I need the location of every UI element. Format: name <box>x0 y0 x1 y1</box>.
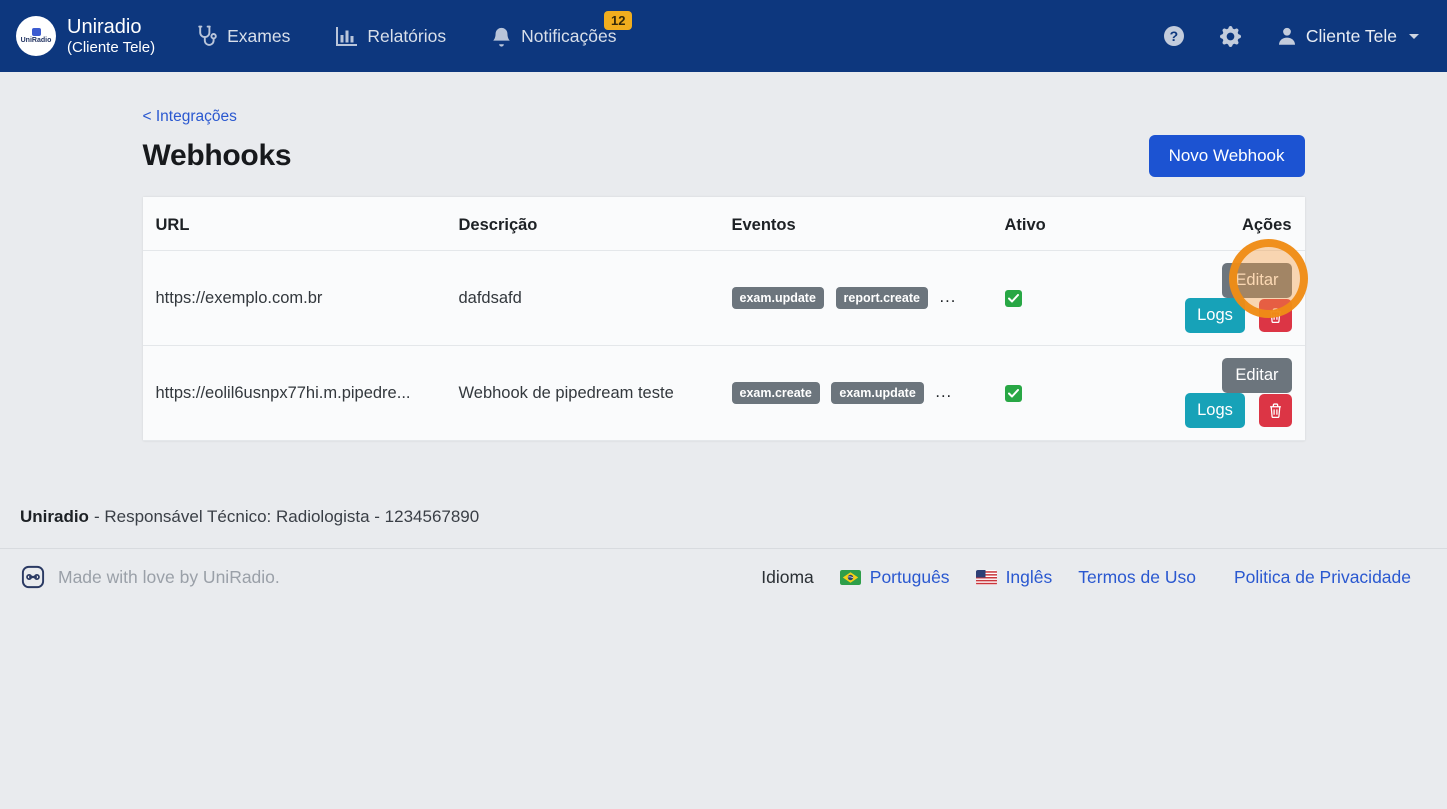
chevron-down-icon <box>1409 33 1419 39</box>
language-links: Idioma Português Inglês Termos <box>761 567 1411 588</box>
trash-icon <box>1269 403 1281 418</box>
nav-item-label: Relatórios <box>367 25 447 46</box>
cell-url: https://eolil6usnpx77hi.m.pipedre... <box>142 345 446 441</box>
help-icon[interactable]: ? <box>1163 26 1184 46</box>
table-row: https://exemplo.com.br dafdsafd exam.upd… <box>142 250 1305 346</box>
nav-item-exames[interactable]: Exames <box>197 25 290 47</box>
user-menu[interactable]: Cliente Tele <box>1277 26 1419 47</box>
webhooks-table: URL Descrição Eventos Ativo Ações https:… <box>142 197 1305 441</box>
delete-button[interactable] <box>1258 299 1292 332</box>
active-checkbox[interactable] <box>1004 289 1022 307</box>
nav-item-notificacoes[interactable]: Notificações 12 <box>492 10 633 47</box>
cell-events: exam.update report.create ... <box>718 250 992 346</box>
language-link-label: Português <box>869 566 950 587</box>
page-title: Webhooks <box>142 139 292 172</box>
delete-button[interactable] <box>1258 394 1292 427</box>
brazil-flag-icon <box>839 569 861 585</box>
event-badge: report.create <box>835 287 928 309</box>
brand-subtitle: (Cliente Tele) <box>67 39 156 56</box>
edit-button[interactable]: Editar <box>1222 358 1292 393</box>
edit-button[interactable]: Editar <box>1222 263 1292 298</box>
notifications-count-badge[interactable]: 12 <box>603 10 633 30</box>
company-info-line: Uniradio - Responsável Técnico: Radiologi… <box>0 507 1447 527</box>
brand[interactable]: UniRadio Uniradio (Cliente Tele) <box>16 15 155 57</box>
cell-active <box>991 250 1132 346</box>
event-badge: exam.create <box>731 382 820 404</box>
logs-button[interactable]: Logs <box>1185 393 1245 428</box>
events-ellipsis: ... <box>939 288 957 306</box>
language-label: Idioma <box>761 566 814 587</box>
logo-mark-icon <box>31 28 41 36</box>
uniradio-logo: UniRadio <box>16 16 56 56</box>
cell-active <box>991 345 1132 441</box>
company-details: - Responsável Técnico: Radiologista - 12… <box>93 507 480 526</box>
novo-webhook-button[interactable]: Novo Webhook <box>1148 135 1305 177</box>
webhooks-table-card: URL Descrição Eventos Ativo Ações https:… <box>142 197 1305 441</box>
event-badge: exam.update <box>831 382 924 404</box>
table-row: https://eolil6usnpx77hi.m.pipedre... Web… <box>142 345 1305 441</box>
trash-icon <box>1269 308 1281 323</box>
header-acoes: Ações <box>1131 197 1305 251</box>
cell-actions: Editar Logs <box>1131 345 1305 441</box>
language-ingles[interactable]: Inglês <box>975 566 1053 588</box>
logs-button[interactable]: Logs <box>1185 298 1245 333</box>
uniradio-badge-icon <box>20 564 46 590</box>
title-row: Webhooks Novo Webhook <box>143 135 1305 177</box>
stethoscope-icon <box>197 25 217 47</box>
cell-description: dafdsafd <box>445 250 719 346</box>
user-icon <box>1277 26 1297 46</box>
made-with-text: Made with love by UniRadio. <box>58 566 280 587</box>
nav-items: Exames Relatórios Notificaç <box>197 10 633 47</box>
nav-right: ? Cliente Tele <box>1163 25 1419 47</box>
footer-bar: Made with love by UniRadio. Idioma Portu… <box>0 549 1447 590</box>
header-eventos: Eventos <box>718 197 992 251</box>
language-portugues[interactable]: Português <box>839 566 950 588</box>
breadcrumb-integracoes[interactable]: < Integrações <box>142 108 237 125</box>
logo-text: UniRadio <box>20 37 52 44</box>
footer-divider <box>0 548 1447 549</box>
cell-actions: Editar Logs <box>1131 250 1305 346</box>
cell-url: https://exemplo.com.br <box>142 250 446 346</box>
settings-gear-icon[interactable] <box>1219 25 1241 47</box>
header-descricao: Descrição <box>445 197 719 251</box>
bar-chart-icon <box>336 26 358 46</box>
brand-name: Uniradio <box>67 16 142 38</box>
nav-item-relatorios[interactable]: Relatórios <box>336 26 446 47</box>
bell-icon <box>492 26 511 47</box>
nav-item-label: Notificações <box>521 25 617 46</box>
usa-flag-icon <box>975 569 997 585</box>
top-navbar: UniRadio Uniradio (Cliente Tele) Exames <box>0 0 1447 72</box>
made-with: Made with love by UniRadio. <box>20 564 280 590</box>
terms-of-use-link[interactable]: Termos de Uso <box>1078 566 1196 587</box>
privacy-policy-link[interactable]: Politica de Privacidade <box>1233 566 1411 587</box>
cell-description: Webhook de pipedream teste <box>445 345 719 441</box>
brand-text: Uniradio (Cliente Tele) <box>67 15 155 57</box>
table-header-row: URL Descrição Eventos Ativo Ações <box>142 197 1305 251</box>
cell-events: exam.create exam.update ... <box>718 345 992 441</box>
events-ellipsis: ... <box>935 383 953 401</box>
header-ativo: Ativo <box>991 197 1132 251</box>
main-content: < Integrações Webhooks Novo Webhook URL … <box>142 108 1305 441</box>
active-checkbox[interactable] <box>1004 384 1022 402</box>
user-label: Cliente Tele <box>1305 25 1397 46</box>
company-name: Uniradio <box>20 507 89 526</box>
language-link-label: Inglês <box>1005 566 1053 587</box>
nav-item-label: Exames <box>227 25 291 46</box>
event-badge: exam.update <box>731 287 824 309</box>
header-url: URL <box>142 197 446 251</box>
